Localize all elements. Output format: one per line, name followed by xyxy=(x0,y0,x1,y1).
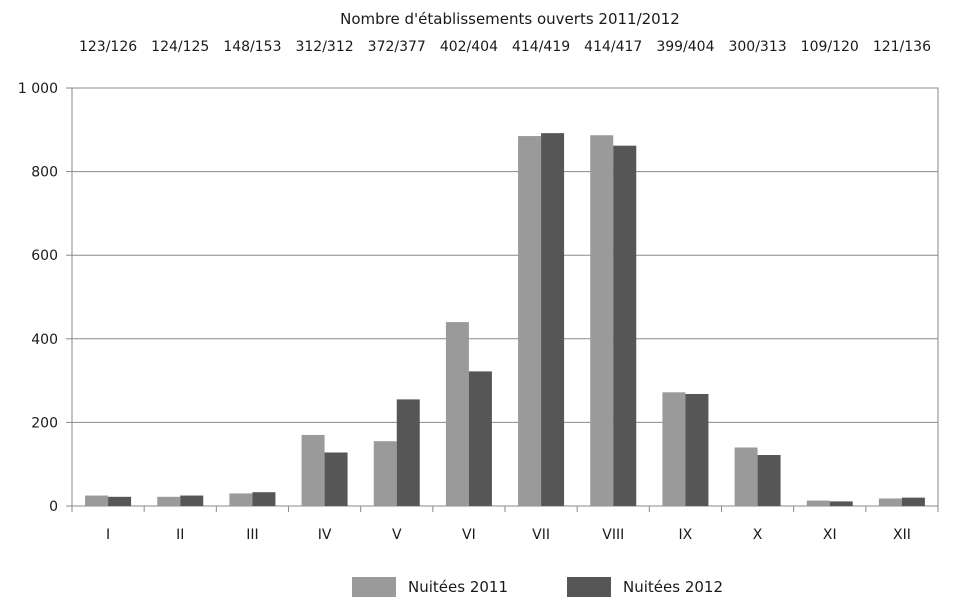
top-label: 372/377 xyxy=(368,39,426,55)
y-tick-label: 1 000 xyxy=(18,81,58,97)
top-label: 124/125 xyxy=(151,39,209,55)
plot-frame xyxy=(71,87,939,507)
top-label: 414/417 xyxy=(584,39,642,55)
bar xyxy=(901,497,925,506)
top-label: 148/153 xyxy=(223,39,281,55)
top-label: 399/404 xyxy=(656,39,714,55)
bar xyxy=(613,145,637,506)
x-axis-ticks: I II III IV V VI VII VIII IX X XI XII xyxy=(71,506,939,543)
x-tick-label: I xyxy=(106,527,110,543)
bar xyxy=(157,496,181,506)
bar xyxy=(590,135,614,506)
bar xyxy=(85,495,109,506)
y-axis-ticks: 0 200 400 600 800 1 000 xyxy=(18,81,72,515)
y-tick-label: 400 xyxy=(31,332,58,348)
bar xyxy=(757,455,781,506)
top-labels: 123/126 124/125 148/153 312/312 372/377 402/4… xyxy=(79,39,931,55)
x-tick-label: V xyxy=(392,527,402,543)
bar xyxy=(229,493,253,506)
x-tick-label: IX xyxy=(679,527,693,543)
chart-title: Nombre d'établissements ouverts 2011/201… xyxy=(340,10,680,28)
bar xyxy=(685,393,709,506)
bar xyxy=(468,371,492,506)
y-tick-label: 600 xyxy=(31,248,58,264)
bars xyxy=(85,133,925,507)
bar xyxy=(252,492,276,506)
y-tick-label: 0 xyxy=(49,499,58,515)
bar xyxy=(541,133,565,507)
x-tick-label: VI xyxy=(462,527,476,543)
y-tick-label: 200 xyxy=(31,415,58,431)
x-tick-label: II xyxy=(176,527,184,543)
grid xyxy=(71,87,939,507)
bar xyxy=(662,392,686,506)
bar xyxy=(734,447,758,506)
bar xyxy=(445,322,469,506)
x-tick-label: IV xyxy=(318,527,332,543)
bar xyxy=(301,434,325,506)
legend-label: Nuitées 2012 xyxy=(623,578,723,596)
x-tick-label: VII xyxy=(532,527,550,543)
bar xyxy=(180,495,204,506)
x-tick-label: VIII xyxy=(602,527,624,543)
top-label: 402/404 xyxy=(440,39,498,55)
x-tick-label: XI xyxy=(823,527,837,543)
top-label: 300/313 xyxy=(728,39,786,55)
top-label: 121/136 xyxy=(873,39,931,55)
y-tick-label: 800 xyxy=(31,165,58,181)
bar xyxy=(878,498,902,506)
top-label: 414/419 xyxy=(512,39,570,55)
top-label: 109/120 xyxy=(801,39,859,55)
x-tick-label: X xyxy=(753,527,763,543)
bar xyxy=(324,452,348,506)
bar xyxy=(829,501,853,506)
legend: Nuitées 2011 Nuitées 2012 xyxy=(352,577,723,597)
top-label: 123/126 xyxy=(79,39,137,55)
bar xyxy=(806,500,830,506)
bar xyxy=(108,496,132,506)
bar xyxy=(518,136,542,506)
legend-label: Nuitées 2011 xyxy=(408,578,508,596)
x-tick-label: XII xyxy=(893,527,911,543)
legend-swatch xyxy=(352,577,396,597)
bar xyxy=(373,441,397,506)
bar xyxy=(396,399,420,506)
legend-swatch xyxy=(567,577,611,597)
top-label: 312/312 xyxy=(295,39,353,55)
x-tick-label: III xyxy=(246,527,258,543)
